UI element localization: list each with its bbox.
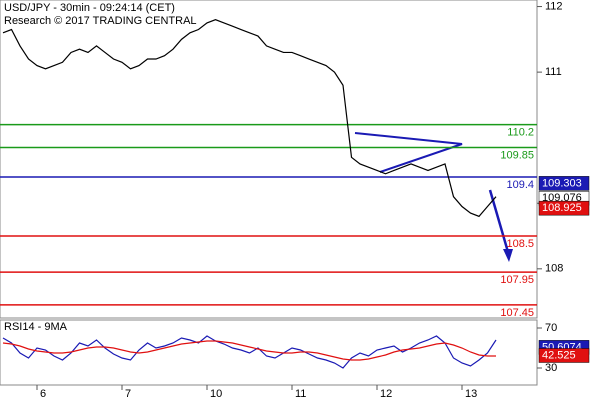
x-tick-label: 11	[295, 388, 306, 400]
level-label: 107.95	[500, 274, 534, 286]
x-tick-label: 6	[40, 388, 46, 400]
y-tick-label: 111	[545, 66, 562, 78]
chart-title: USD/JPY - 30min - 09:24:14 (CET)	[4, 2, 175, 14]
level-label: 109.85	[500, 149, 534, 161]
level-label: 107.45	[500, 307, 534, 319]
projection-arrowhead	[503, 249, 513, 262]
price-box-label: 109.303	[542, 177, 582, 189]
y-tick-label: 112	[545, 0, 563, 12]
price-box	[538, 348, 590, 363]
x-tick-label: 7	[125, 388, 131, 400]
rsi-panel	[0, 319, 538, 386]
y-tick-label: 70	[545, 322, 557, 334]
price-box	[538, 200, 590, 216]
x-tick-label: 10	[210, 388, 222, 400]
price-panel	[0, 0, 538, 319]
price-box	[538, 176, 590, 191]
x-tick-label: 13	[465, 388, 477, 400]
rsi-title: RSI14 - 9MA	[4, 321, 68, 333]
level-label: 110.2	[507, 126, 534, 138]
price-box-label: 42.525	[542, 349, 576, 361]
series-line	[2, 340, 496, 361]
series-line	[2, 19, 497, 218]
chart-subtitle: Research © 2017 TRADING CENTRAL	[4, 15, 197, 27]
y-tick-label: 30	[545, 362, 557, 374]
x-tick-label: 12	[380, 388, 392, 400]
price-box-label: 108.925	[542, 202, 582, 214]
series-line	[2, 335, 497, 369]
level-label: 108.5	[506, 238, 534, 250]
y-tick-label: 108	[545, 263, 563, 275]
triangle-pattern	[354, 132, 463, 173]
level-label: 109.4	[506, 179, 534, 191]
projection-arrow	[488, 189, 510, 253]
